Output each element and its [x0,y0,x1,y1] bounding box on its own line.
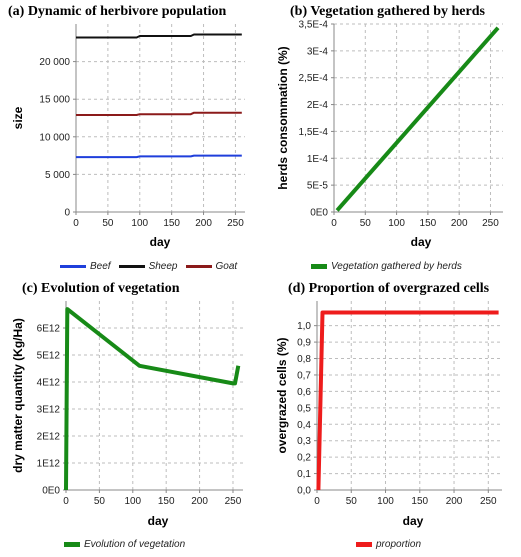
legend-item-proportion: proportion [356,539,421,550]
chart-d-ytick-label-3: 0,3 [297,436,311,447]
legend-label-beef: Beef [90,261,111,272]
chart-d-ytick-label-7: 0,7 [297,370,311,381]
chart-a-ytick-label-3: 15 000 [39,95,70,106]
legend-label-proportion: proportion [376,539,422,550]
chart-b-ytick-label-4: 2E-4 [307,100,329,111]
chart-d-xtick-label-2: 100 [377,496,394,507]
legend-swatch-vegetation-gathered [311,264,327,269]
chart-d-xtick-label-5: 250 [480,496,497,507]
chart-b-ytick-label-0: 0E0 [310,208,328,219]
chart-c-series-evolution-of-vegetation [64,307,241,491]
chart-c-legend: Evolution of vegetation [64,539,193,550]
legend-item-goat: Goat [185,261,238,272]
legend-swatch-goat [185,265,212,268]
legend-swatch-beef [60,265,86,268]
legend-label-sheep: Sheep [148,261,178,272]
legend-label-vegetation-gathered: Vegetation gathered by herds [331,261,462,272]
chart-b-xtick-label-0: 0 [331,218,337,229]
chart-a-series-beef [76,154,242,159]
chart-c-y-label: dry matter quantity (Kg/Ha) [11,318,25,473]
chart-a-xtick-label-3: 150 [163,218,180,229]
chart-d-legend: proportion [356,539,429,550]
chart-c-xtick-label-0: 0 [63,496,69,507]
chart-b-xtick-label-3: 150 [420,218,437,229]
chart-a-xtick-label-4: 200 [195,218,212,229]
chart-a-x-label: day [150,235,171,249]
chart-c-title: (c) Evolution of vegetation [22,281,180,296]
legend-swatch-evolution-vegetation [64,542,80,547]
chart-d-ytick-label-0: 0,0 [297,486,311,497]
chart-b-xtick-label-2: 100 [388,218,405,229]
chart-a-series-sheep [76,33,242,39]
chart-d-ytick-label-9: 0,9 [297,338,311,349]
legend-item-vegetation-gathered: Vegetation gathered by herds [311,261,462,272]
chart-b-xtick-label-4: 200 [451,218,468,229]
chart-c-ytick-label-4: 4E12 [37,378,61,389]
legend-item-sheep: Sheep [118,261,178,272]
chart-d-xtick-label-3: 150 [411,496,428,507]
chart-a-ytick-label-0: 0 [64,208,70,219]
chart-b-series-vegetation-gathered-by-herds [335,26,500,212]
legend-swatch-sheep [118,265,145,268]
chart-a-series-goat [76,111,242,116]
legend-item-evolution-vegetation: Evolution of vegetation [64,539,185,550]
chart-c-xtick-label-5: 250 [225,496,242,507]
chart-a-ytick-label-2: 10 000 [39,132,70,143]
chart-b-ytick-label-7: 3,5E-4 [299,20,329,31]
chart-b-xtick-label-5: 250 [482,218,499,229]
chart-a-xtick-label-1: 50 [102,218,114,229]
chart-b-ytick-label-6: 3E-4 [307,46,329,57]
chart-d-ytick-label-6: 0,6 [297,387,311,398]
chart-d-xtick-label-1: 50 [346,496,358,507]
chart-c-ytick-label-2: 2E12 [37,432,61,443]
chart-d-ytick-label-1: 0,1 [297,469,311,480]
chart-c-ytick-label-0: 0E0 [42,486,60,497]
chart-c-xtick-label-1: 50 [94,496,106,507]
chart-b-ytick-label-5: 2,5E-4 [299,73,329,84]
chart-b-x-label: day [411,235,432,249]
chart-a-title: (a) Dynamic of herbivore population [8,4,227,19]
chart-c-ytick-label-3: 3E12 [37,405,61,416]
chart-d-ytick-label-5: 0,5 [297,403,311,414]
chart-c-xtick-label-2: 100 [124,496,141,507]
chart-b-ytick-label-3: 1,5E-4 [299,127,329,138]
chart-c-x-label: day [148,514,169,528]
chart-b-xtick-label-1: 50 [360,218,372,229]
chart-a-xtick-label-5: 250 [227,218,244,229]
legend-swatch-proportion [356,542,372,547]
chart-b-y-label: herds consommation (%) [276,46,290,189]
chart-a-ytick-label-1: 5 000 [45,170,70,181]
chart-c-ytick-label-6: 6E12 [37,324,61,335]
chart-c-ytick-label-5: 5E12 [37,351,61,362]
legend-label-evolution-vegetation: Evolution of vegetation [84,539,186,550]
chart-a-xtick-label-0: 0 [73,218,79,229]
chart-d-xtick-label-4: 200 [446,496,463,507]
chart-a-legend: Beef Sheep Goat [60,261,245,272]
chart-a-xtick-label-2: 100 [131,218,148,229]
legend-item-beef: Beef [60,261,111,272]
chart-a-ytick-label-4: 20 000 [39,57,70,68]
chart-d-series-proportion [316,310,499,491]
chart-d-xtick-label-0: 0 [314,496,320,507]
chart-d-ytick-label-2: 0,2 [297,453,311,464]
chart-d-ytick-label-4: 0,4 [297,420,311,431]
legend-label-goat: Goat [215,261,238,272]
chart-c-xtick-label-3: 150 [158,496,175,507]
chart-c-xtick-label-4: 200 [191,496,208,507]
chart-d-x-label: day [403,514,424,528]
chart-b-ytick-label-2: 1E-4 [307,154,329,165]
chart-b-legend: Vegetation gathered by herds [311,261,470,272]
chart-d-ytick-label-8: 0,8 [297,354,311,365]
chart-d-y-label: overgrazed cells (%) [275,337,289,453]
chart-d-title: (d) Proportion of overgrazed cells [288,281,490,296]
chart-b-ytick-label-1: 5E-5 [307,181,329,192]
chart-d-ytick-label-10: 1,0 [297,321,311,332]
chart-b-title: (b) Vegetation gathered by herds [290,4,485,19]
chart-a-y-label: size [11,106,25,129]
chart-c-ytick-label-1: 1E12 [37,459,61,470]
